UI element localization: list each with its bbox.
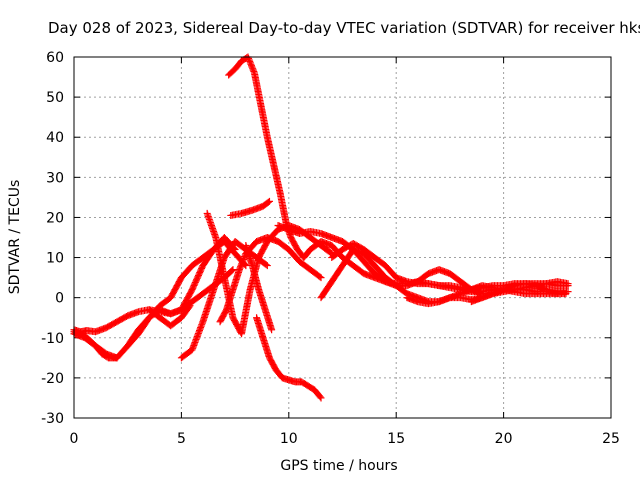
x-tick-label: 0 (70, 431, 79, 447)
data-point (228, 267, 236, 275)
tick-layer: 0 5 10 15 20 25 -30 -20 -10 0 10 20 30 40 50 60 (41, 50, 620, 447)
data-series-arc-12 (242, 242, 276, 334)
data-series-arc-15 (328, 240, 572, 296)
y-tick-label: 60 (46, 50, 64, 66)
chart-title: Day 028 of 2023, Sidereal Day-to-day VTE… (48, 19, 640, 37)
y-tick-label: 0 (55, 291, 64, 307)
data-point (553, 290, 561, 298)
y-tick-label: 10 (46, 251, 64, 267)
data-point (264, 198, 272, 206)
data-series-arc-10 (216, 234, 325, 326)
data-series-arc-9 (225, 53, 570, 298)
data-point (316, 393, 324, 401)
data-series-arc-3 (70, 328, 121, 362)
data-point (186, 302, 194, 310)
data-point (317, 394, 325, 402)
y-tick-label: -10 (41, 331, 64, 347)
x-tick-label: 25 (602, 431, 620, 447)
data-point (113, 354, 121, 362)
data-series-arc-11 (253, 314, 325, 402)
data-point (263, 262, 271, 270)
data-series-arc-1 (70, 266, 237, 336)
data-series-arc-8 (227, 197, 273, 219)
y-tick-label: 40 (46, 130, 64, 146)
plot-border (73, 56, 612, 419)
data-point (262, 261, 270, 269)
y-tick-label: -30 (41, 411, 64, 427)
data-point (185, 303, 193, 311)
grid-layer (74, 57, 611, 418)
data-point (229, 266, 237, 274)
data-point (317, 274, 325, 282)
data-series-arc-17 (467, 280, 572, 306)
data-point (268, 326, 276, 334)
x-tick-label: 5 (177, 431, 186, 447)
y-tick-label: 50 (46, 90, 64, 106)
y-tick-label: 30 (46, 170, 64, 186)
y-tick-label: -20 (41, 371, 64, 387)
data-point (327, 249, 335, 257)
data-point (564, 288, 572, 296)
x-tick-label: 20 (495, 431, 513, 447)
y-tick-label: 20 (46, 210, 64, 226)
data-point (316, 273, 324, 281)
x-tick-label: 15 (387, 431, 405, 447)
x-axis-label: GPS time / hours (280, 458, 397, 474)
data-point (564, 282, 572, 290)
data-series-arc-5 (145, 302, 194, 330)
data-series-arc-6 (177, 238, 271, 362)
x-tick-label: 10 (280, 431, 298, 447)
y-axis-label: SDTVAR / TECUs (7, 180, 23, 295)
data-layer (70, 53, 572, 402)
data-point (265, 197, 273, 205)
